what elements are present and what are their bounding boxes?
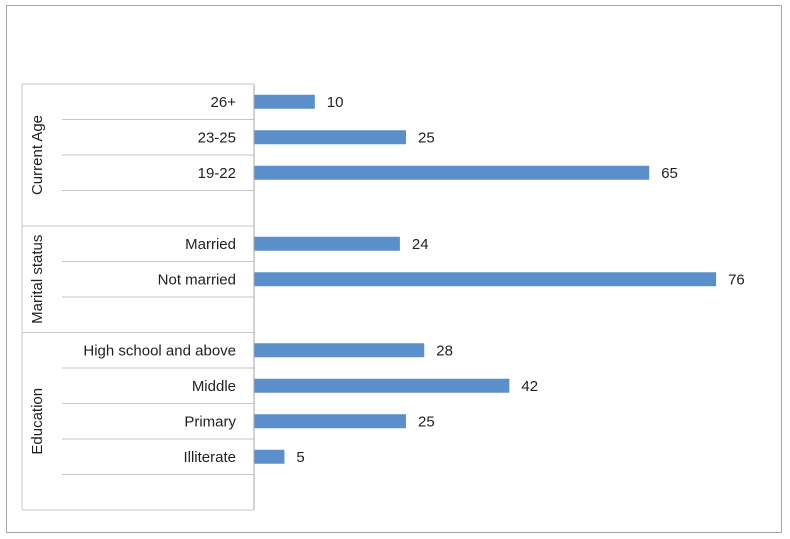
category-label: Married	[185, 236, 236, 253]
bar-19-22	[254, 165, 650, 180]
bar-23-25	[254, 130, 406, 145]
bar-not-married	[254, 272, 717, 287]
bar-married	[254, 236, 400, 251]
value-label: 25	[418, 413, 435, 430]
bar-illiterate	[254, 449, 285, 464]
category-label: High school and above	[83, 342, 236, 359]
value-label: 76	[728, 271, 745, 288]
chart-frame	[6, 5, 782, 533]
value-label: 25	[418, 129, 435, 146]
group-label: Current Age	[29, 115, 46, 195]
bar-high-school-and-above	[254, 343, 425, 358]
group-label: Marital status	[29, 235, 46, 324]
category-label: Not married	[158, 271, 236, 288]
bar-middle	[254, 378, 510, 393]
category-label: Primary	[184, 413, 236, 430]
value-label: 24	[412, 236, 429, 253]
category-label: 19-22	[198, 165, 236, 182]
category-label: Illiterate	[183, 449, 236, 466]
value-label: 42	[521, 378, 538, 395]
bar-26-	[254, 94, 315, 109]
group-label: Education	[29, 388, 46, 455]
bar-primary	[254, 414, 406, 429]
value-label: 5	[296, 449, 304, 466]
value-label: 65	[661, 165, 678, 182]
value-label: 28	[436, 342, 453, 359]
category-label: 26+	[211, 94, 237, 111]
category-label: Middle	[192, 378, 236, 395]
value-label: 10	[327, 94, 344, 111]
category-label: 23-25	[198, 129, 236, 146]
